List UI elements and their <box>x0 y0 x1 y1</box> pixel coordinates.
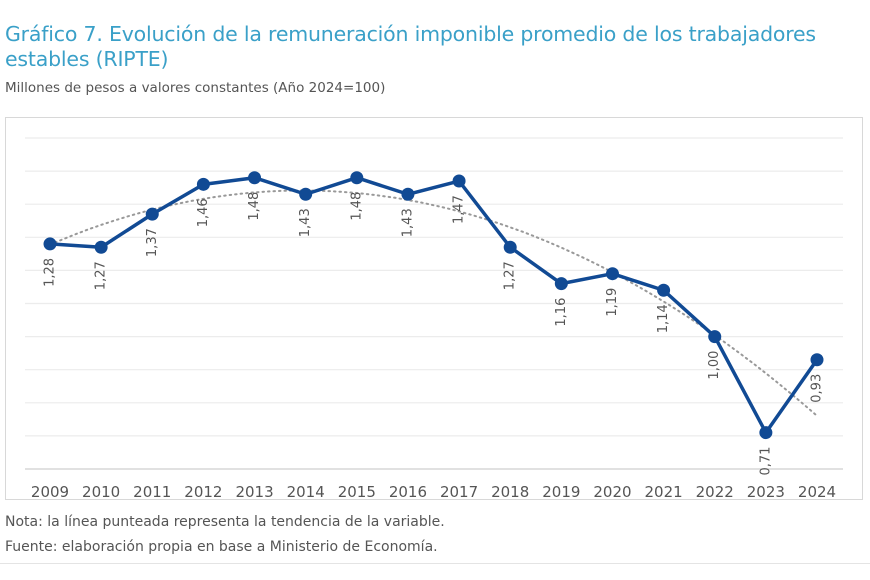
data-label: 1,46 <box>196 198 211 227</box>
data-point <box>759 426 773 440</box>
x-tick-label: 2018 <box>491 483 529 501</box>
x-tick-label: 2009 <box>31 483 69 501</box>
data-point <box>503 240 517 254</box>
series-line <box>49 175 819 435</box>
x-tick-label: 2023 <box>747 483 785 501</box>
data-label: 1,19 <box>605 288 620 317</box>
data-point <box>605 267 619 281</box>
data-label: 1,37 <box>145 228 160 257</box>
data-label: 1,43 <box>298 208 313 237</box>
data-point <box>94 240 108 254</box>
data-point <box>248 171 262 185</box>
x-tick-label: 2011 <box>133 483 171 501</box>
data-point <box>657 283 671 297</box>
x-tick-label: 2013 <box>235 483 273 501</box>
x-tick-label: 2022 <box>696 483 734 501</box>
data-point <box>145 207 159 221</box>
data-label: 1,14 <box>656 304 671 333</box>
data-label: 0,71 <box>758 447 773 476</box>
data-point <box>810 353 824 367</box>
data-label: 1,47 <box>452 195 467 224</box>
data-point <box>43 237 57 251</box>
data-point <box>350 171 364 185</box>
data-label: 1,48 <box>349 192 364 221</box>
divider <box>0 563 870 564</box>
data-label: 1,16 <box>554 298 569 327</box>
chart-note: Nota: la línea punteada representa la te… <box>5 514 445 530</box>
data-label: 1,28 <box>43 258 58 287</box>
data-point <box>554 277 568 291</box>
x-tick-label: 2014 <box>287 483 325 501</box>
x-tick-label: 2016 <box>389 483 427 501</box>
data-label: 1,00 <box>707 351 722 380</box>
x-tick-label: 2017 <box>440 483 478 501</box>
data-point <box>196 177 210 191</box>
data-label: 1,27 <box>503 261 518 290</box>
data-label: 1,43 <box>400 208 415 237</box>
chart-frame <box>5 117 863 500</box>
chart-subtitle: Millones de pesos a valores constantes (… <box>5 80 386 96</box>
data-point <box>452 174 466 188</box>
data-label: 1,27 <box>94 261 109 290</box>
x-tick-label: 2012 <box>184 483 222 501</box>
data-point <box>401 187 415 201</box>
x-tick-label: 2010 <box>82 483 120 501</box>
data-point <box>708 330 722 344</box>
chart-source: Fuente: elaboración propia en base a Min… <box>5 539 438 555</box>
x-tick-label: 2020 <box>593 483 631 501</box>
data-point <box>299 187 313 201</box>
x-tick-label: 2015 <box>338 483 376 501</box>
data-label: 0,93 <box>810 374 825 403</box>
x-tick-label: 2024 <box>798 483 836 501</box>
data-label: 1,48 <box>247 192 262 221</box>
x-tick-label: 2019 <box>542 483 580 501</box>
chart-title: Gráfico 7. Evolución de la remuneración … <box>5 22 816 71</box>
trend-line <box>49 189 818 417</box>
x-tick-label: 2021 <box>645 483 683 501</box>
